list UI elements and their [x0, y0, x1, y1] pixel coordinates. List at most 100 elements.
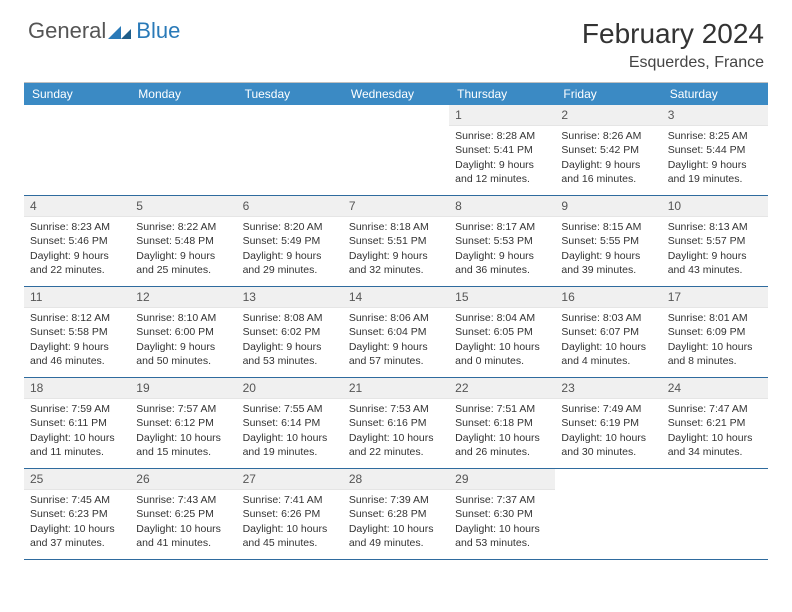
- day2-text: and 57 minutes.: [349, 354, 443, 368]
- day-body: Sunrise: 7:55 AMSunset: 6:14 PMDaylight:…: [237, 399, 343, 465]
- day-number: 19: [130, 378, 236, 399]
- empty-day-cell: [662, 469, 768, 559]
- day1-text: Daylight: 10 hours: [561, 431, 655, 445]
- sunset-text: Sunset: 6:19 PM: [561, 416, 655, 430]
- day-header: Monday: [130, 83, 236, 105]
- day-cell: 17Sunrise: 8:01 AMSunset: 6:09 PMDayligh…: [662, 287, 768, 377]
- day2-text: and 12 minutes.: [455, 172, 549, 186]
- day-cell: 12Sunrise: 8:10 AMSunset: 6:00 PMDayligh…: [130, 287, 236, 377]
- sunrise-text: Sunrise: 8:03 AM: [561, 311, 655, 325]
- day2-text: and 34 minutes.: [668, 445, 762, 459]
- day-number: 3: [662, 105, 768, 126]
- sunrise-text: Sunrise: 7:49 AM: [561, 402, 655, 416]
- day1-text: Daylight: 9 hours: [455, 249, 549, 263]
- sunset-text: Sunset: 6:28 PM: [349, 507, 443, 521]
- day-number: 28: [343, 469, 449, 490]
- page-header: General Blue February 2024 Esquerdes, Fr…: [0, 0, 792, 82]
- sunset-text: Sunset: 5:57 PM: [668, 234, 762, 248]
- day-number: 29: [449, 469, 555, 490]
- day-cell: 18Sunrise: 7:59 AMSunset: 6:11 PMDayligh…: [24, 378, 130, 468]
- day-number: 26: [130, 469, 236, 490]
- day-body: Sunrise: 8:12 AMSunset: 5:58 PMDaylight:…: [24, 308, 130, 374]
- day-cell: 15Sunrise: 8:04 AMSunset: 6:05 PMDayligh…: [449, 287, 555, 377]
- week-row: 4Sunrise: 8:23 AMSunset: 5:46 PMDaylight…: [24, 196, 768, 287]
- day1-text: Daylight: 9 hours: [349, 340, 443, 354]
- day-body: Sunrise: 8:01 AMSunset: 6:09 PMDaylight:…: [662, 308, 768, 374]
- day-number: 6: [237, 196, 343, 217]
- day-body: Sunrise: 8:15 AMSunset: 5:55 PMDaylight:…: [555, 217, 661, 283]
- day2-text: and 0 minutes.: [455, 354, 549, 368]
- day2-text: and 53 minutes.: [243, 354, 337, 368]
- day-header: Friday: [555, 83, 661, 105]
- day-number: 8: [449, 196, 555, 217]
- day-number: 20: [237, 378, 343, 399]
- sunset-text: Sunset: 5:46 PM: [30, 234, 124, 248]
- empty-day-cell: [555, 469, 661, 559]
- sunset-text: Sunset: 5:41 PM: [455, 143, 549, 157]
- sunrise-text: Sunrise: 7:43 AM: [136, 493, 230, 507]
- day2-text: and 19 minutes.: [668, 172, 762, 186]
- day-body: Sunrise: 7:51 AMSunset: 6:18 PMDaylight:…: [449, 399, 555, 465]
- sunrise-text: Sunrise: 8:01 AM: [668, 311, 762, 325]
- day1-text: Daylight: 10 hours: [561, 340, 655, 354]
- day1-text: Daylight: 10 hours: [455, 431, 549, 445]
- day-number: 18: [24, 378, 130, 399]
- day-cell: 29Sunrise: 7:37 AMSunset: 6:30 PMDayligh…: [449, 469, 555, 559]
- sunset-text: Sunset: 6:18 PM: [455, 416, 549, 430]
- brand-text-general: General: [28, 18, 106, 44]
- day-number: 27: [237, 469, 343, 490]
- day1-text: Daylight: 10 hours: [455, 340, 549, 354]
- day-cell: 16Sunrise: 8:03 AMSunset: 6:07 PMDayligh…: [555, 287, 661, 377]
- day-cell: 22Sunrise: 7:51 AMSunset: 6:18 PMDayligh…: [449, 378, 555, 468]
- empty-day-cell: [130, 105, 236, 195]
- location-label: Esquerdes, France: [582, 54, 764, 72]
- day-cell: 26Sunrise: 7:43 AMSunset: 6:25 PMDayligh…: [130, 469, 236, 559]
- day2-text: and 36 minutes.: [455, 263, 549, 277]
- empty-day-cell: [237, 105, 343, 195]
- day-header: Wednesday: [343, 83, 449, 105]
- day2-text: and 41 minutes.: [136, 536, 230, 550]
- day-body: Sunrise: 7:37 AMSunset: 6:30 PMDaylight:…: [449, 490, 555, 556]
- sunset-text: Sunset: 6:16 PM: [349, 416, 443, 430]
- calendar: Sunday Monday Tuesday Wednesday Thursday…: [24, 82, 768, 560]
- sunrise-text: Sunrise: 8:10 AM: [136, 311, 230, 325]
- day-number: 22: [449, 378, 555, 399]
- sunset-text: Sunset: 6:09 PM: [668, 325, 762, 339]
- day-body: Sunrise: 8:20 AMSunset: 5:49 PMDaylight:…: [237, 217, 343, 283]
- sunset-text: Sunset: 5:55 PM: [561, 234, 655, 248]
- day-cell: 9Sunrise: 8:15 AMSunset: 5:55 PMDaylight…: [555, 196, 661, 286]
- day1-text: Daylight: 10 hours: [30, 431, 124, 445]
- day-header: Saturday: [662, 83, 768, 105]
- day-body: Sunrise: 8:17 AMSunset: 5:53 PMDaylight:…: [449, 217, 555, 283]
- sunset-text: Sunset: 6:30 PM: [455, 507, 549, 521]
- sunset-text: Sunset: 6:23 PM: [30, 507, 124, 521]
- day2-text: and 32 minutes.: [349, 263, 443, 277]
- day2-text: and 45 minutes.: [243, 536, 337, 550]
- day-number: 12: [130, 287, 236, 308]
- day-body: Sunrise: 8:28 AMSunset: 5:41 PMDaylight:…: [449, 126, 555, 192]
- day-cell: 7Sunrise: 8:18 AMSunset: 5:51 PMDaylight…: [343, 196, 449, 286]
- sunset-text: Sunset: 6:25 PM: [136, 507, 230, 521]
- day-cell: 10Sunrise: 8:13 AMSunset: 5:57 PMDayligh…: [662, 196, 768, 286]
- day-cell: 24Sunrise: 7:47 AMSunset: 6:21 PMDayligh…: [662, 378, 768, 468]
- day-number: 25: [24, 469, 130, 490]
- sunset-text: Sunset: 6:00 PM: [136, 325, 230, 339]
- day1-text: Daylight: 10 hours: [243, 431, 337, 445]
- sunset-text: Sunset: 6:12 PM: [136, 416, 230, 430]
- week-row: 11Sunrise: 8:12 AMSunset: 5:58 PMDayligh…: [24, 287, 768, 378]
- day2-text: and 4 minutes.: [561, 354, 655, 368]
- day-body: Sunrise: 7:57 AMSunset: 6:12 PMDaylight:…: [130, 399, 236, 465]
- day2-text: and 43 minutes.: [668, 263, 762, 277]
- day1-text: Daylight: 10 hours: [349, 431, 443, 445]
- day1-text: Daylight: 10 hours: [668, 340, 762, 354]
- sunrise-text: Sunrise: 8:08 AM: [243, 311, 337, 325]
- day2-text: and 30 minutes.: [561, 445, 655, 459]
- day-header: Tuesday: [237, 83, 343, 105]
- sunrise-text: Sunrise: 8:25 AM: [668, 129, 762, 143]
- day1-text: Daylight: 9 hours: [136, 249, 230, 263]
- day-number: 23: [555, 378, 661, 399]
- sunrise-text: Sunrise: 8:22 AM: [136, 220, 230, 234]
- week-row: 18Sunrise: 7:59 AMSunset: 6:11 PMDayligh…: [24, 378, 768, 469]
- sunrise-text: Sunrise: 8:13 AM: [668, 220, 762, 234]
- sunset-text: Sunset: 6:14 PM: [243, 416, 337, 430]
